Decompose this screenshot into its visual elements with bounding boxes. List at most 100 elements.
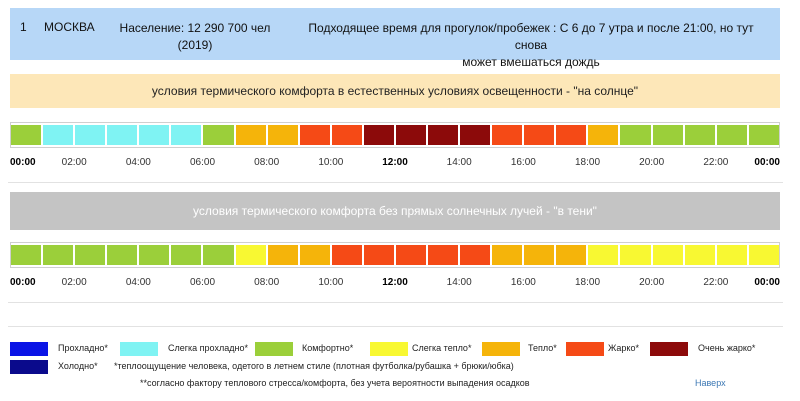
population-line2: (2019) xyxy=(177,38,213,52)
sun-hour-cell xyxy=(235,125,268,145)
time-tick-label: 12:00 xyxy=(382,277,408,288)
legend-swatch-warm xyxy=(482,342,520,356)
legend-footnote: *теплоощущение человека, одетого в летне… xyxy=(114,361,514,371)
legend-label-very_hot: Очень жарко* xyxy=(698,343,756,353)
shade-hour-cell xyxy=(716,245,749,265)
time-tick-label: 14:00 xyxy=(446,157,472,168)
time-tick-label: 00:00 xyxy=(10,277,36,288)
sun-hour-cell xyxy=(588,125,621,145)
city-header: 1 МОСКВА Население: 12 290 700 чел (2019… xyxy=(10,8,780,69)
legend-swatch-slightly_warm xyxy=(370,342,408,356)
legend-label-comfortable: Комфортно* xyxy=(302,343,354,353)
legend-swatch-comfortable xyxy=(255,342,293,356)
time-tick-label: 06:00 xyxy=(189,157,216,168)
shade-hour-cell xyxy=(748,245,779,265)
shade-hour-cell xyxy=(43,245,76,265)
legend: Прохладно* Слегка прохладно* Комфортно* Сле… xyxy=(10,342,780,356)
time-tick-label: 04:00 xyxy=(125,157,151,168)
legend-label-warm: Тепло* xyxy=(528,343,557,353)
time-tick-label: 04:00 xyxy=(125,277,151,288)
shade-hour-cell xyxy=(395,245,429,265)
sun-hour-cell xyxy=(299,125,332,145)
legend-swatch-cold xyxy=(10,360,48,374)
legend-swatch-hot xyxy=(566,342,604,356)
divider xyxy=(8,326,783,327)
sun-section-title: условия термического комфорта в естестве… xyxy=(10,74,780,108)
shade-hour-cell xyxy=(267,245,300,265)
time-tick-label: 18:00 xyxy=(574,157,601,168)
sun-hour-cell xyxy=(171,125,204,145)
sun-hour-cell xyxy=(203,125,236,145)
time-tick-label: 20:00 xyxy=(639,277,665,288)
city-name: МОСКВА xyxy=(44,20,95,34)
legend-swatch-very_hot xyxy=(650,342,688,356)
sun-hour-cell xyxy=(716,125,749,145)
shade-hour-cell xyxy=(11,245,44,265)
sun-hour-cell xyxy=(107,125,140,145)
shade-hour-cell xyxy=(363,245,396,265)
sun-hour-cell xyxy=(684,125,717,145)
city-number: 1 xyxy=(20,20,27,34)
shade-hour-cell xyxy=(75,245,108,265)
time-tick-label: 00:00 xyxy=(10,157,36,168)
divider xyxy=(8,182,783,183)
shade-hour-cell xyxy=(331,245,364,265)
shade-hour-cell xyxy=(299,245,332,265)
best-time-line2: может вмешаться дождь xyxy=(462,55,600,69)
sun-hour-cell xyxy=(428,125,461,145)
shade-hour-cell xyxy=(652,245,685,265)
time-tick-label: 00:00 xyxy=(754,157,780,168)
time-tick-label: 08:00 xyxy=(254,277,280,288)
shade-hour-cell xyxy=(203,245,236,265)
time-tick-label: 16:00 xyxy=(510,157,536,168)
sun-hour-cell xyxy=(11,125,44,145)
shade-hour-cell xyxy=(556,245,589,265)
sun-hour-cell xyxy=(267,125,300,145)
time-tick-label: 22:00 xyxy=(703,157,729,168)
sun-hour-cell xyxy=(43,125,76,145)
time-tick-label: 16:00 xyxy=(510,277,536,288)
shade-hour-cell xyxy=(588,245,621,265)
time-tick-label: 12:00 xyxy=(382,157,408,168)
sun-hour-cell xyxy=(139,125,172,145)
sun-hour-cell xyxy=(556,125,589,145)
time-tick-label: 06:00 xyxy=(189,277,216,288)
legend-swatch-slightly_cool xyxy=(120,342,158,356)
sun-comfort-bar xyxy=(10,122,780,148)
time-tick-label: 02:00 xyxy=(61,157,87,168)
shade-time-axis: 00:00 02:00 04:00 06:00 08:00 10:00 12:00 14:00… xyxy=(10,277,780,291)
best-time: Подходящее время для прогулок/пробежек :… xyxy=(292,20,770,71)
back-to-top-link[interactable]: Наверх xyxy=(695,378,726,388)
time-tick-label: 10:00 xyxy=(318,157,344,168)
legend-footnote-2: **согласно фактору теплового стресса/ком… xyxy=(140,378,530,388)
legend-label-cool: Прохладно* xyxy=(58,343,108,353)
sun-hour-cell xyxy=(331,125,364,145)
shade-hour-cell xyxy=(171,245,204,265)
sun-time-axis: 00:00 02:00 04:00 06:00 08:00 10:00 12:00 14:00… xyxy=(10,157,780,171)
sun-hour-cell xyxy=(395,125,429,145)
time-tick-label: 20:00 xyxy=(639,157,665,168)
shade-hour-cell xyxy=(107,245,140,265)
shade-hour-cell xyxy=(620,245,653,265)
shade-hour-cell xyxy=(492,245,525,265)
legend-label-hot: Жарко* xyxy=(608,343,639,353)
sun-hour-cell xyxy=(652,125,685,145)
legend-row-2: Холодно* *теплоощущение человека, одетог… xyxy=(10,360,780,374)
sun-hour-cell xyxy=(75,125,108,145)
time-tick-label: 10:00 xyxy=(318,277,344,288)
shade-hour-cell xyxy=(235,245,268,265)
sun-hour-cell xyxy=(492,125,525,145)
shade-hour-cell xyxy=(428,245,461,265)
time-tick-label: 14:00 xyxy=(446,277,472,288)
shade-section-title: условия термического комфорта без прямых… xyxy=(10,192,780,230)
legend-label-slightly_cool: Слегка прохладно* xyxy=(168,343,248,353)
time-tick-label: 22:00 xyxy=(703,277,729,288)
shade-comfort-bar xyxy=(10,242,780,268)
divider xyxy=(8,302,783,303)
time-tick-label: 18:00 xyxy=(574,277,601,288)
shade-hour-cell xyxy=(139,245,172,265)
best-time-line1: Подходящее время для прогулок/пробежек :… xyxy=(308,21,754,52)
sun-hour-cell xyxy=(748,125,779,145)
legend-label-slightly_warm: Слегка тепло* xyxy=(412,343,472,353)
legend-label-cold: Холодно* xyxy=(58,361,98,371)
